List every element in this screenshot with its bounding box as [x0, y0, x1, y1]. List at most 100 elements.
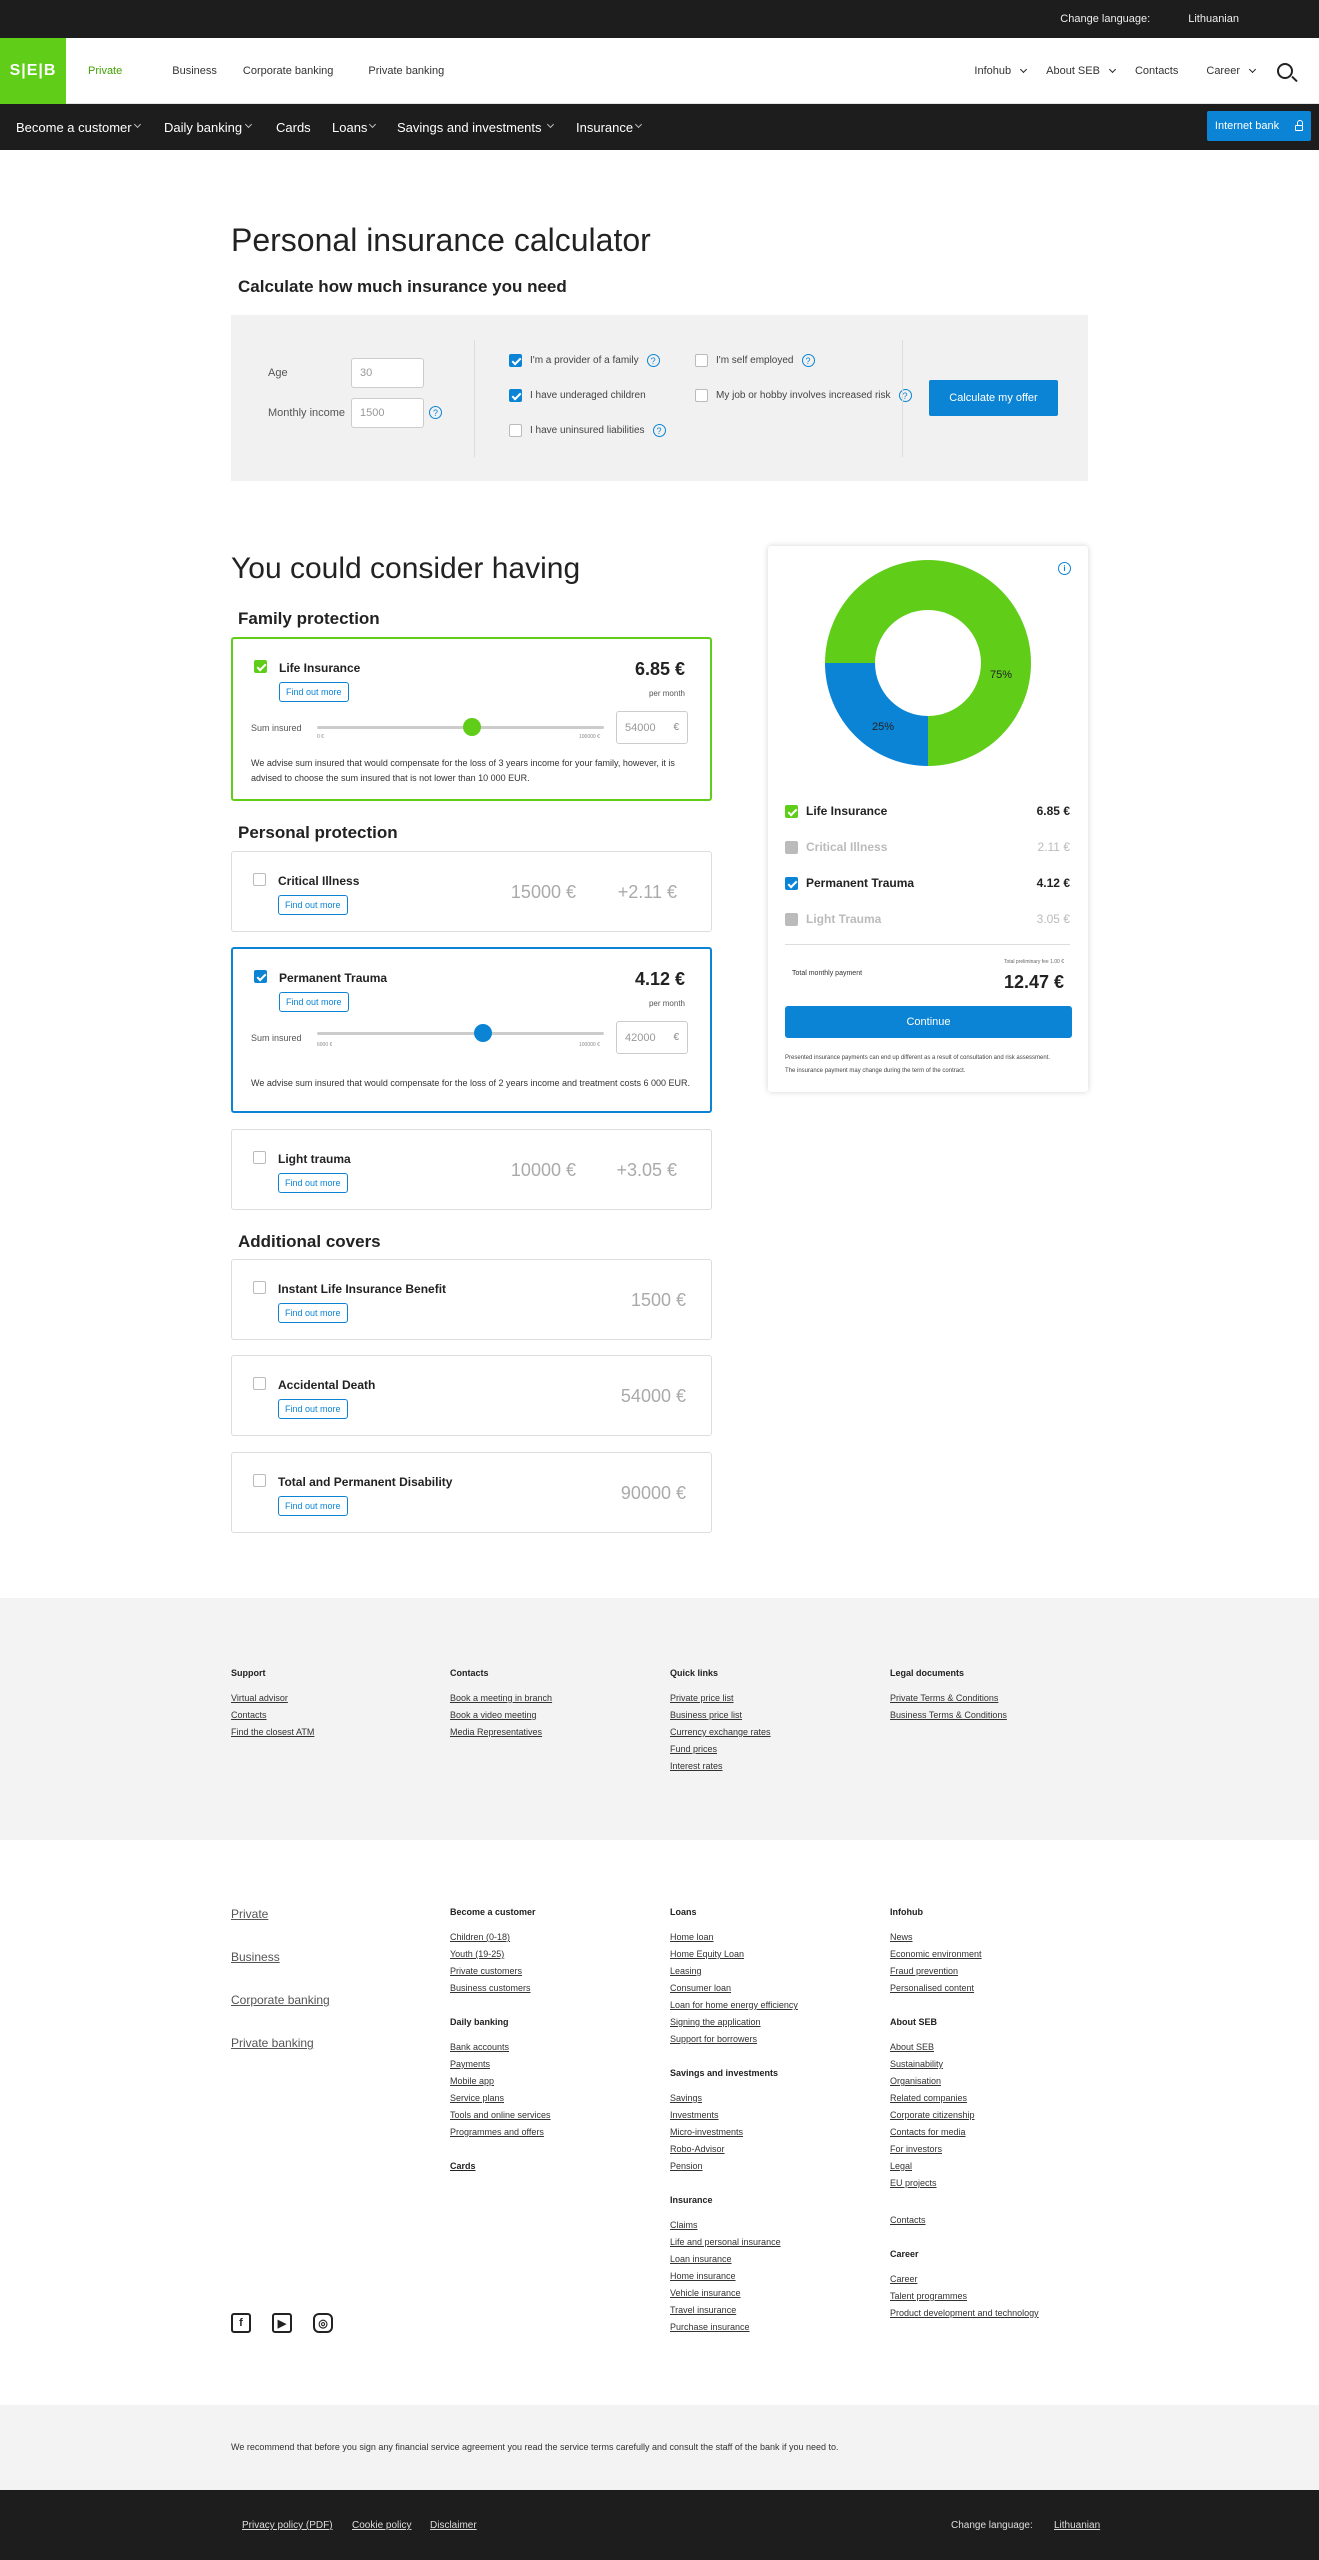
option-uninsured-liabilities[interactable]: I have uninsured liabilities ?: [509, 424, 666, 437]
sitemap-link[interactable]: Sustainability: [890, 2059, 944, 2069]
sitemap-link[interactable]: Related companies: [890, 2093, 968, 2103]
sum-input[interactable]: 54000 €: [616, 711, 688, 744]
sitemap-link[interactable]: Claims: [670, 2220, 698, 2230]
sitemap-link[interactable]: Loan for home energy efficiency: [670, 2000, 798, 2010]
option-self-employed[interactable]: I'm self employed ?: [695, 354, 815, 367]
sitemap-link[interactable]: For investors: [890, 2144, 943, 2154]
facebook-icon[interactable]: f: [231, 2313, 251, 2333]
segment-business[interactable]: Business: [172, 64, 217, 77]
sitemap-link[interactable]: Loan insurance: [670, 2254, 732, 2264]
checkbox[interactable]: [695, 354, 708, 367]
sitemap-segment-link[interactable]: Private: [231, 1907, 269, 1921]
cat-savings[interactable]: Savings and investments: [397, 104, 542, 150]
footer-link[interactable]: Interest rates: [670, 1761, 723, 1771]
footer-link[interactable]: Business Terms & Conditions: [890, 1710, 1007, 1720]
sitemap-link[interactable]: Contacts: [890, 2215, 926, 2225]
segment-private-banking[interactable]: Private banking: [368, 64, 445, 77]
cat-insurance[interactable]: Insurance: [576, 104, 633, 150]
sitemap-link[interactable]: About SEB: [890, 2042, 935, 2052]
nav-career[interactable]: Career: [1206, 65, 1240, 77]
sitemap-link[interactable]: Home insurance: [670, 2271, 736, 2281]
checkbox-checked[interactable]: [785, 876, 798, 890]
sitemap-link[interactable]: Private customers: [450, 1966, 523, 1976]
income-input[interactable]: 1500: [351, 398, 424, 428]
sitemap-link[interactable]: Pension: [670, 2161, 703, 2171]
sitemap-link[interactable]: Tools and online services: [450, 2110, 551, 2120]
cat-loans[interactable]: Loans: [332, 104, 367, 150]
option-family-provider[interactable]: I'm a provider of a family ?: [509, 354, 660, 367]
checkbox-checked[interactable]: [785, 804, 798, 818]
sitemap-segment-link[interactable]: Private banking: [231, 2036, 314, 2050]
help-icon[interactable]: ?: [801, 354, 815, 367]
sitemap-link[interactable]: Bank accounts: [450, 2042, 510, 2052]
nav-about[interactable]: About SEB: [1046, 65, 1100, 77]
cat-cards[interactable]: Cards: [276, 104, 311, 150]
help-icon[interactable]: ?: [652, 424, 666, 437]
sitemap-link[interactable]: Support for borrowers: [670, 2034, 758, 2044]
nav-contacts[interactable]: Contacts: [1134, 65, 1179, 77]
sitemap-link[interactable]: Personalised content: [890, 1983, 975, 1993]
footer-link[interactable]: Fund prices: [670, 1744, 718, 1754]
cat-become-customer[interactable]: Become a customer: [16, 104, 132, 150]
age-input[interactable]: 30: [351, 358, 424, 388]
checkbox-disabled[interactable]: [785, 912, 798, 926]
find-out-more-button[interactable]: Find out more: [278, 1303, 348, 1323]
sitemap-link[interactable]: Service plans: [450, 2093, 505, 2103]
checkbox[interactable]: [695, 389, 708, 402]
sitemap-link[interactable]: Savings: [670, 2093, 703, 2103]
help-icon[interactable]: ?: [898, 389, 912, 402]
sitemap-segment-link[interactable]: Business: [231, 1950, 280, 1964]
sitemap-cards-link[interactable]: Cards: [450, 2161, 476, 2171]
sitemap-link[interactable]: Micro-investments: [670, 2127, 744, 2137]
sitemap-link[interactable]: Purchase insurance: [670, 2322, 750, 2332]
language-link[interactable]: Lithuanian: [1054, 2520, 1101, 2531]
sitemap-link[interactable]: Payments: [450, 2059, 491, 2069]
checkbox[interactable]: [509, 424, 522, 437]
checkbox[interactable]: [253, 1281, 266, 1294]
sitemap-link[interactable]: Contacts for media: [890, 2127, 966, 2137]
footer-link[interactable]: Find the closest ATM: [231, 1727, 315, 1737]
checkbox-checked[interactable]: [509, 354, 522, 367]
find-out-more-button[interactable]: Find out more: [278, 1496, 348, 1516]
sitemap-link[interactable]: Travel insurance: [670, 2305, 737, 2315]
segment-private[interactable]: Private: [88, 64, 123, 77]
footer-link[interactable]: Virtual advisor: [231, 1693, 288, 1703]
language-link[interactable]: Lithuanian: [1188, 13, 1239, 25]
sitemap-link[interactable]: News: [890, 1932, 913, 1942]
checkbox-checked[interactable]: [254, 660, 267, 673]
sitemap-link[interactable]: Corporate citizenship: [890, 2110, 975, 2120]
seb-logo[interactable]: S|E|B: [0, 37, 66, 104]
slider-handle[interactable]: [462, 718, 481, 736]
sitemap-link[interactable]: EU projects: [890, 2178, 937, 2188]
sitemap-link[interactable]: Economic environment: [890, 1949, 982, 1959]
sitemap-link[interactable]: Career: [890, 2274, 918, 2284]
sitemap-link[interactable]: Signing the application: [670, 2017, 761, 2027]
footer-link[interactable]: Private Terms & Conditions: [890, 1693, 999, 1703]
nav-infohub[interactable]: Infohub: [974, 65, 1012, 77]
sitemap-link[interactable]: Life and personal insurance: [670, 2237, 781, 2247]
checkbox[interactable]: [253, 873, 266, 886]
sum-slider[interactable]: [317, 718, 604, 736]
sitemap-link[interactable]: Consumer loan: [670, 1983, 732, 1993]
sitemap-link[interactable]: Business customers: [450, 1983, 531, 1993]
option-risky-job[interactable]: My job or hobby involves increased risk …: [695, 389, 912, 402]
sitemap-link[interactable]: Organisation: [890, 2076, 942, 2086]
sitemap-link[interactable]: Programmes and offers: [450, 2127, 544, 2137]
sitemap-link[interactable]: Youth (19-25): [450, 1949, 505, 1959]
footer-link[interactable]: Business price list: [670, 1710, 743, 1720]
footer-link[interactable]: Private price list: [670, 1693, 734, 1703]
footer-link[interactable]: Media Representatives: [450, 1727, 543, 1737]
search-icon[interactable]: [1277, 63, 1293, 79]
calculate-offer-button[interactable]: Calculate my offer: [929, 380, 1058, 416]
disclaimer-link[interactable]: Disclaimer: [430, 2520, 477, 2531]
sitemap-link[interactable]: Investments: [670, 2110, 719, 2120]
youtube-icon[interactable]: ▶: [272, 2313, 292, 2333]
sitemap-link[interactable]: Talent programmes: [890, 2291, 968, 2301]
segment-corporate[interactable]: Corporate banking: [242, 64, 334, 77]
help-icon[interactable]: ?: [646, 354, 660, 367]
sitemap-link[interactable]: Robo-Advisor: [670, 2144, 725, 2154]
sum-input[interactable]: 42000 €: [616, 1021, 688, 1054]
sitemap-link[interactable]: Leasing: [670, 1966, 702, 1976]
checkbox-disabled[interactable]: [785, 840, 798, 854]
find-out-more-button[interactable]: Find out more: [279, 992, 349, 1012]
